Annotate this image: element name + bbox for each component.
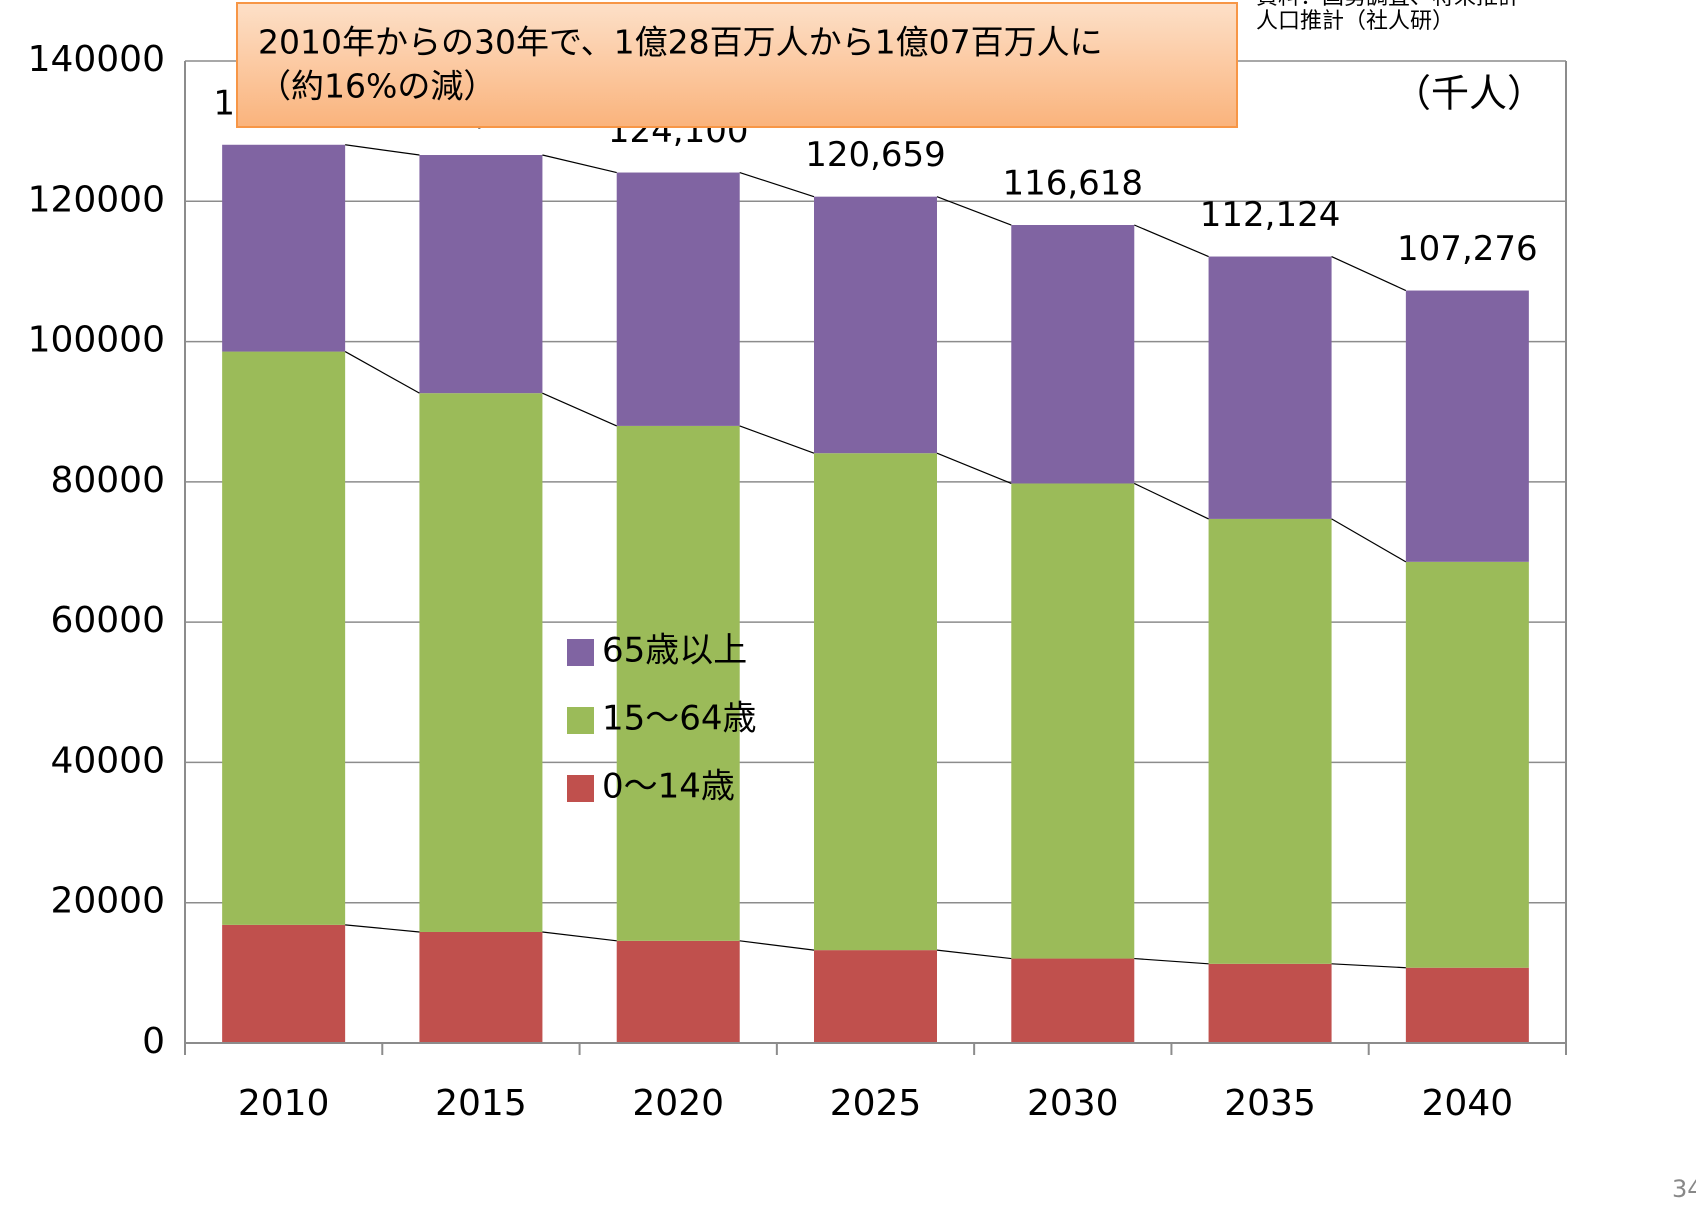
annotation-box (236, 2, 1238, 128)
bar-segment (419, 931, 543, 1043)
bar-segment (1208, 518, 1332, 964)
legend-label: 15〜64歳 (602, 699, 757, 739)
bar-segment (419, 155, 543, 394)
x-tick-label: 2010 (238, 1083, 330, 1124)
total-label: 107,276 (1397, 229, 1538, 269)
source: 資料：国勢調査、将来推計 (1256, 0, 1520, 10)
legend-swatch (567, 775, 594, 802)
bar-segment (1011, 225, 1135, 484)
bar-segment (1405, 290, 1529, 562)
legend-label: 65歳以上 (602, 631, 747, 671)
bar-segment (222, 351, 346, 925)
annotation: （約16%の減） (258, 67, 496, 106)
x-tick-label: 2030 (1027, 1083, 1119, 1124)
total-label: 112,124 (1200, 195, 1341, 235)
connector-line (936, 452, 1012, 485)
bar-segment (616, 425, 740, 941)
x-tick-label: 2025 (830, 1083, 922, 1124)
plot: 0 20000 40000 60000 80000 100000 120000 140000 2… (28, 39, 1567, 1124)
source: 人口推計（社人研） (1256, 9, 1454, 34)
x-tick-label: 2020 (632, 1083, 724, 1124)
connector-line (345, 144, 420, 156)
bar-segment (1208, 963, 1332, 1043)
x-tick-label: 2015 (435, 1083, 527, 1124)
connector-line (1331, 518, 1407, 563)
connector-line (936, 949, 1012, 960)
connector-line (1134, 957, 1209, 965)
connector-line (542, 154, 617, 174)
bar-segment (616, 172, 740, 426)
bar-segment (222, 924, 346, 1043)
bar-segment (616, 940, 740, 1043)
connector-line (739, 425, 815, 454)
legend-swatch (567, 707, 594, 734)
unit: （千人） (1393, 72, 1545, 116)
connector-line (344, 351, 420, 394)
y-tick-label: 0 (142, 1021, 165, 1062)
x-tick-label: 2035 (1224, 1083, 1316, 1124)
connector-line (1331, 255, 1407, 292)
bar-segment (814, 196, 937, 454)
x-tick-label: 2040 (1422, 1083, 1514, 1124)
y-tick-label: 120000 (28, 179, 165, 220)
bar-segment (1208, 256, 1332, 519)
bar-segment (1011, 958, 1135, 1043)
bar-segment (1011, 483, 1135, 959)
connector-line (1331, 963, 1406, 969)
bar-segment (419, 393, 543, 932)
bar-segment (1405, 561, 1529, 968)
y-tick-label: 60000 (50, 600, 165, 641)
connector-line (1134, 224, 1209, 258)
legend-label: 0〜14歳 (602, 767, 735, 807)
bar-segment (1405, 967, 1529, 1043)
y-tick-label: 40000 (50, 740, 165, 781)
connector-line (542, 931, 617, 942)
total-label: 120,659 (805, 135, 946, 175)
y-tick-label: 20000 (50, 881, 165, 922)
total-label: 116,618 (1002, 164, 1143, 204)
bar-segment (814, 453, 937, 951)
connector-line (1134, 482, 1209, 520)
connector-line (542, 392, 617, 427)
bar-segment (222, 144, 346, 352)
page-number: 34 (1672, 1175, 1696, 1203)
y-tick-label: 80000 (50, 460, 165, 501)
connector-line (936, 196, 1012, 226)
y-tick-label: 100000 (28, 320, 165, 361)
connector-line (739, 171, 815, 198)
connector-line (345, 924, 420, 933)
y-tick-label: 140000 (28, 39, 165, 80)
annotation: 2010年からの30年で、1億28百万人から1億07百万人に (258, 23, 1103, 62)
connector-line (739, 940, 815, 951)
legend-swatch (567, 639, 594, 666)
bar-segment (814, 950, 937, 1043)
